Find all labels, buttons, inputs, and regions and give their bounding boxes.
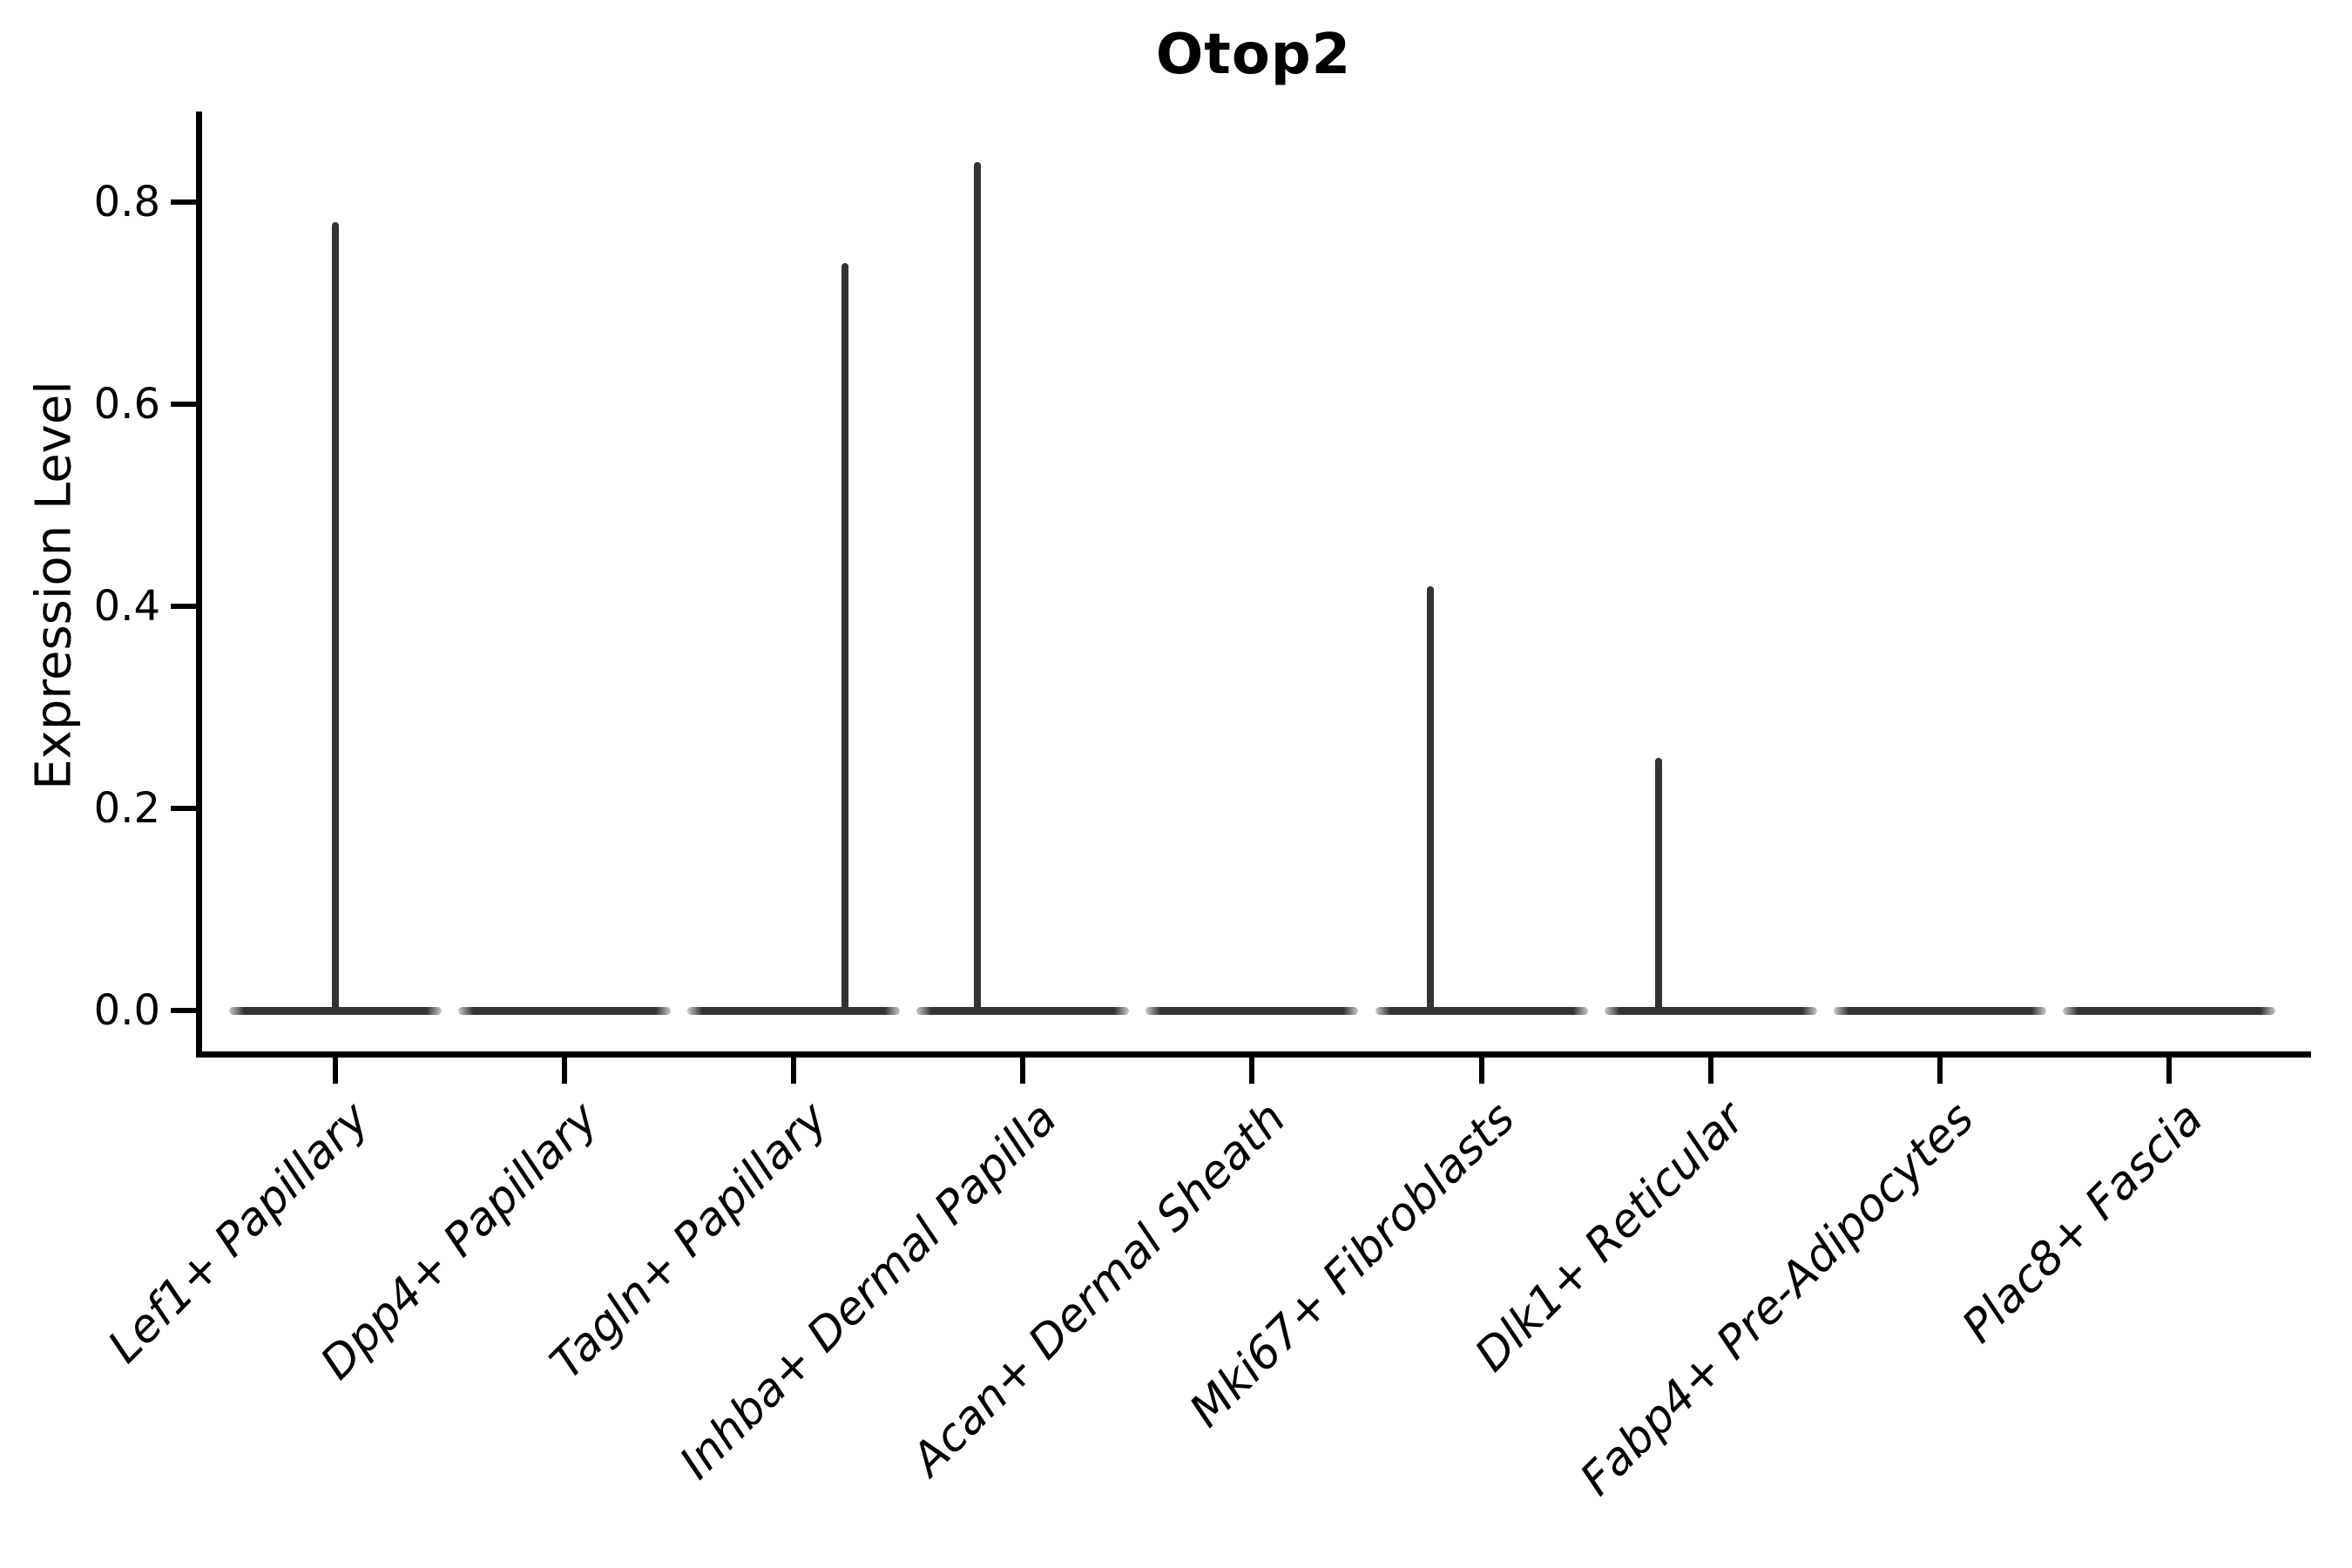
violin-peak xyxy=(974,161,982,1014)
y-tick-label: 0.6 xyxy=(93,380,160,429)
x-tick xyxy=(1936,1058,1943,1084)
violin-peak xyxy=(1426,585,1434,1014)
violin-peak xyxy=(1654,758,1662,1014)
y-tick-label: 0.0 xyxy=(93,986,160,1035)
x-axis-spine xyxy=(196,1051,2311,1058)
x-axis-label: Acan+ Dermal Sheath xyxy=(902,1092,1296,1486)
x-axis-label: Plac8+ Fascia xyxy=(1951,1092,2213,1354)
x-tick xyxy=(333,1058,338,1084)
x-axis-label: Fabp4+ Pre-Adipocytes xyxy=(1570,1092,1984,1506)
x-tick xyxy=(562,1058,568,1084)
y-tick xyxy=(171,604,196,609)
x-tick xyxy=(1707,1058,1713,1084)
x-tick xyxy=(1020,1058,1026,1084)
plot-title: Otop2 xyxy=(1155,23,1352,87)
x-axis-label: Inhba+ Dermal Papilla xyxy=(669,1092,1067,1490)
y-tick-label: 0.2 xyxy=(93,784,160,833)
violin-baseline xyxy=(1833,1007,2046,1015)
violin-baseline xyxy=(1375,1007,1588,1015)
y-tick xyxy=(171,402,196,407)
violin-baseline xyxy=(229,1007,442,1015)
x-tick xyxy=(791,1058,797,1084)
x-tick xyxy=(2166,1058,2172,1084)
violin-baseline xyxy=(687,1007,901,1015)
y-tick-label: 0.8 xyxy=(93,178,160,226)
violin-baseline xyxy=(1604,1007,1817,1015)
y-tick-label: 0.4 xyxy=(93,582,160,631)
y-tick xyxy=(171,806,196,811)
x-tick xyxy=(1478,1058,1484,1084)
violin-peak xyxy=(841,262,849,1014)
violin-baseline xyxy=(2062,1007,2275,1015)
violin-baseline xyxy=(458,1007,672,1015)
x-tick xyxy=(1249,1058,1255,1084)
violin-peak xyxy=(332,222,339,1014)
y-tick xyxy=(171,199,196,205)
y-tick xyxy=(171,1008,196,1013)
y-axis-spine xyxy=(196,112,202,1058)
violin-baseline xyxy=(1146,1007,1359,1015)
violin-baseline xyxy=(916,1007,1130,1015)
